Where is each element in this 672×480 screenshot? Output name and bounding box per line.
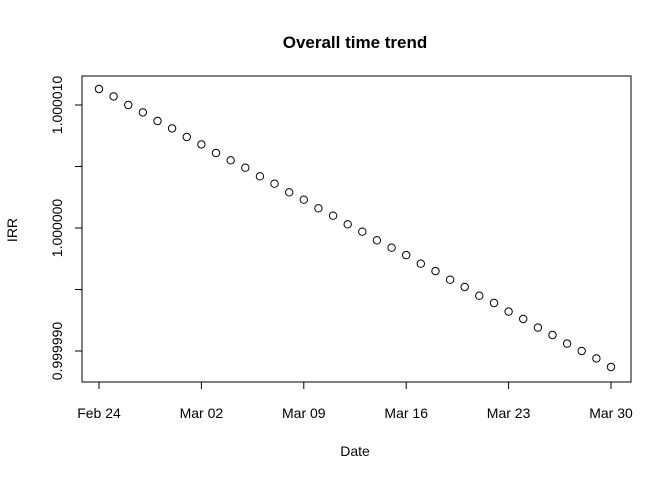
data-point bbox=[460, 282, 469, 292]
x-tick-label: Mar 23 bbox=[487, 405, 531, 421]
data-point bbox=[138, 108, 148, 117]
x-tick-label: Mar 30 bbox=[589, 405, 633, 421]
y-tick-label: 1.000000 bbox=[49, 199, 65, 258]
data-point bbox=[504, 307, 513, 316]
x-axis-label: Date bbox=[340, 443, 370, 459]
x-axis: Feb 24 Mar 02 Mar 09 Mar 16 Mar 23 Mar 30 bbox=[77, 381, 633, 421]
data-point bbox=[519, 314, 528, 324]
data-point bbox=[285, 188, 294, 197]
data-point bbox=[445, 275, 455, 284]
data-point bbox=[372, 236, 382, 245]
data-point bbox=[109, 92, 118, 101]
x-tick-label: Mar 02 bbox=[180, 405, 224, 421]
data-point bbox=[328, 211, 338, 220]
data-point bbox=[270, 179, 279, 188]
data-point bbox=[606, 362, 616, 372]
data-point bbox=[402, 250, 411, 260]
data-point bbox=[299, 195, 308, 204]
data-point bbox=[314, 204, 323, 213]
y-axis-label: IRR bbox=[4, 218, 20, 242]
data-point bbox=[94, 84, 104, 94]
data-points bbox=[94, 84, 616, 372]
data-point bbox=[226, 156, 235, 165]
data-point bbox=[182, 132, 192, 142]
data-point bbox=[358, 227, 367, 236]
data-point bbox=[592, 354, 601, 363]
data-point bbox=[475, 291, 484, 300]
data-point bbox=[562, 339, 572, 348]
data-point bbox=[211, 148, 221, 158]
data-point bbox=[548, 330, 557, 340]
data-point bbox=[124, 100, 133, 110]
data-point bbox=[167, 124, 177, 133]
y-tick-label: 0.999990 bbox=[49, 322, 65, 381]
data-point bbox=[197, 140, 206, 149]
x-tick-label: Feb 24 bbox=[77, 405, 121, 421]
data-point bbox=[241, 163, 250, 172]
data-point bbox=[489, 298, 499, 308]
x-tick-label: Mar 16 bbox=[384, 405, 428, 421]
x-tick-label: Mar 09 bbox=[282, 405, 326, 421]
data-point bbox=[577, 346, 586, 356]
data-point bbox=[343, 220, 352, 229]
data-point bbox=[416, 259, 425, 268]
y-tick-label: 1.000010 bbox=[49, 76, 65, 135]
data-point bbox=[153, 116, 162, 126]
data-point bbox=[533, 323, 543, 332]
data-point bbox=[255, 172, 265, 181]
data-point bbox=[387, 243, 396, 252]
chart-title: Overall time trend bbox=[283, 33, 428, 52]
data-point bbox=[431, 266, 440, 276]
y-axis: 0.999990 1.000000 1.000010 bbox=[49, 76, 83, 381]
